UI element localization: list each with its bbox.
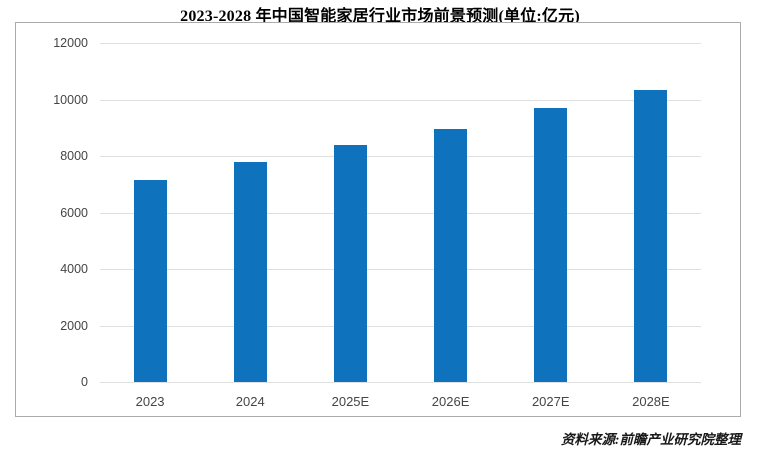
y-tick-label: 2000 [60,318,88,333]
y-tick-label: 8000 [60,149,88,163]
y-gridline [100,99,701,101]
x-tick-label: 2026E [431,394,470,409]
bar-2023 [133,180,167,382]
y-gridline [100,156,701,157]
y-gridline [100,325,701,327]
bar-2026E [434,129,468,382]
x-tick-label: 2027E [531,394,570,409]
y-tick-label: 0 [81,375,88,389]
y-gridline [100,212,701,214]
source-note: 资料来源:前瞻产业研究院整理 [561,432,741,447]
bar-2025E [333,144,367,382]
x-tick-label: 2024 [235,394,265,409]
x-tick-label: 2025E [331,394,370,409]
y-gridline [100,382,701,383]
y-tick-label: 6000 [60,205,88,220]
x-tick-label: 2023 [135,394,165,409]
y-tick-label: 12000 [53,36,88,50]
y-tick-label: 10000 [53,92,88,107]
bar-2027E [534,107,568,382]
bar-2028E [634,89,668,382]
x-tick-label: 2028E [632,394,670,409]
y-gridline [100,269,701,270]
plot-area: 0 2000 4000 6000 8000 10000 12000 2023 2024 2025E… [53,36,701,409]
y-tick-label: 4000 [60,262,88,276]
bar-2024 [233,161,267,382]
chart-title: 2023-2028 年中国智能家居行业市场前景预测(单位:亿元) [180,8,580,25]
y-gridline [100,43,701,44]
chart-frame: 0 2000 4000 6000 8000 10000 12000 2023 2024 2025E… [15,22,741,417]
